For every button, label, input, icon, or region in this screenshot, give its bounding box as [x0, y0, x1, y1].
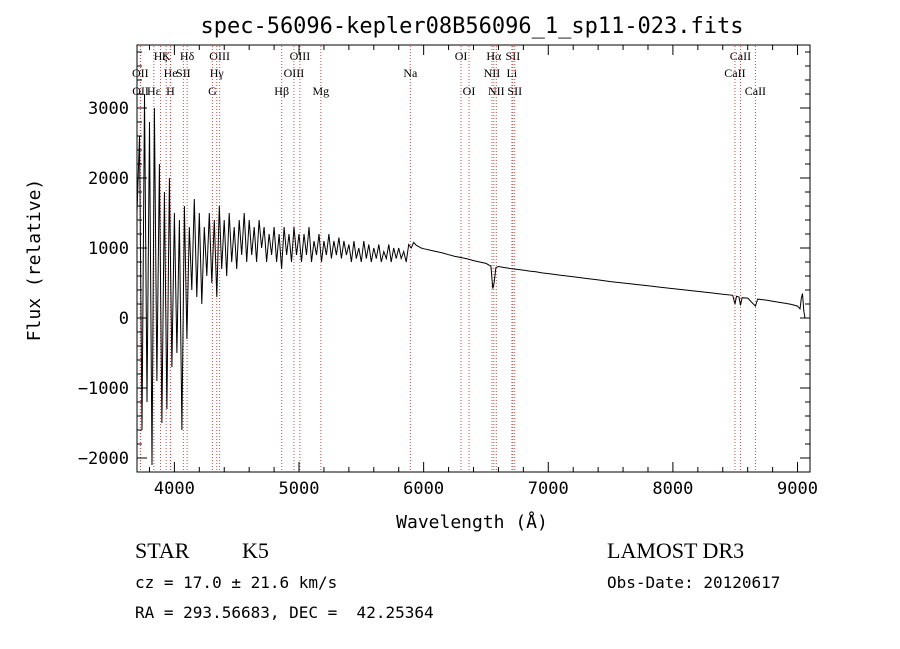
marker-label-16: Li [507, 66, 518, 80]
marker-label-1: K [162, 49, 171, 63]
x-tick-label: 5000 [279, 479, 320, 499]
marker-label-7: SII [506, 49, 521, 63]
marker-label-27: CaII [745, 84, 766, 98]
survey-label: LAMOST DR3 [607, 538, 745, 563]
marker-label-22: Hβ [274, 84, 289, 98]
y-tick-label: 1000 [88, 239, 129, 259]
marker-label-5: OI [455, 49, 468, 63]
plot-frame [136, 44, 811, 473]
coordinates-readout: RA = 293.56683, DEC = 42.25364 [135, 603, 434, 622]
marker-label-19: Hε [147, 84, 161, 98]
redshift-readout: cz = 17.0 ± 21.6 km/s [135, 573, 338, 592]
obs-date: Obs-Date: 20120617 [607, 573, 781, 592]
marker-label-11: SII [176, 66, 191, 80]
marker-label-21: G [208, 84, 217, 98]
marker-label-15: NII [484, 66, 501, 80]
y-tick-label: −2000 [78, 449, 129, 469]
spectrum-line [136, 93, 806, 466]
object-class: STAR [135, 538, 190, 563]
marker-label-0: Hζ [154, 49, 168, 63]
marker-label-24: OI [463, 84, 476, 98]
marker-label-13: OIII [284, 66, 305, 80]
chart-title: spec-56096-kepler08B56096_1_sp11-023.fit… [200, 14, 743, 39]
marker-label-6: Hα [486, 49, 502, 63]
marker-label-12: Hγ [210, 66, 225, 80]
marker-label-2: Hδ [180, 49, 195, 63]
marker-label-20: H [166, 84, 175, 98]
y-axis-label: Flux (relative) [24, 179, 45, 342]
y-tick-label: −1000 [78, 379, 129, 399]
marker-label-23: Mg [312, 84, 329, 98]
marker-label-8: CaII [730, 49, 751, 63]
x-tick-label: 9000 [777, 479, 818, 499]
x-tick-label: 8000 [652, 479, 693, 499]
y-tick-label: 3000 [88, 99, 129, 119]
marker-label-14: Na [403, 66, 418, 80]
x-axis-label: Wavelength (Å) [396, 511, 548, 533]
y-tick-label: 0 [119, 309, 129, 329]
marker-label-3: OIII [209, 49, 230, 63]
marker-label-25: NII [488, 84, 505, 98]
marker-label-4: OIII [290, 49, 311, 63]
marker-label-26: SII [507, 84, 522, 98]
axis-ticks: 4000 5000 6000 7000 8000 9000 −2000 −1000 0 1000 2… [78, 45, 818, 499]
y-tick-label: 2000 [88, 169, 129, 189]
object-subclass: K5 [242, 538, 269, 563]
spectrum-series [136, 93, 806, 466]
x-tick-label: 7000 [528, 479, 569, 499]
x-tick-label: 6000 [403, 479, 444, 499]
x-tick-label: 4000 [154, 479, 195, 499]
marker-label-17: CaII [724, 66, 745, 80]
